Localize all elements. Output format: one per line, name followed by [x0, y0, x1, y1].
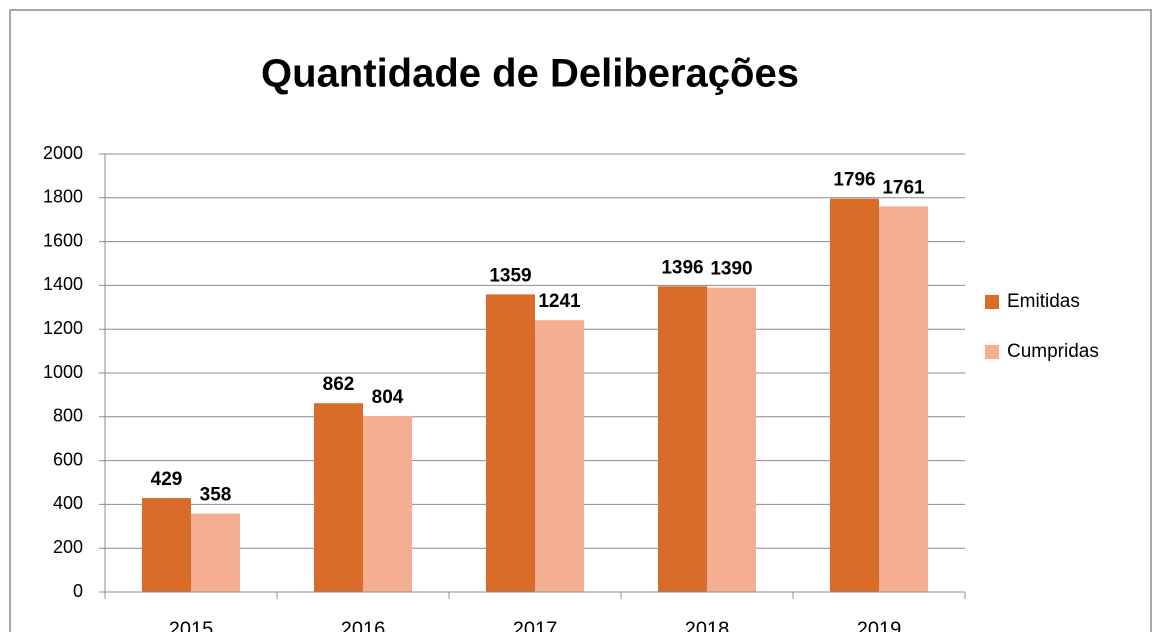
legend-swatch [985, 295, 999, 309]
y-tick-label: 0 [73, 581, 83, 601]
y-tick-label: 2000 [43, 143, 83, 163]
data-label: 1241 [538, 291, 581, 312]
bar [830, 198, 879, 592]
data-label: 862 [323, 374, 355, 395]
y-tick-label: 1800 [43, 187, 83, 207]
bar [879, 206, 928, 592]
data-label: 1761 [882, 177, 925, 198]
data-label: 429 [151, 469, 183, 490]
bar [191, 513, 240, 592]
y-tick-label: 600 [53, 449, 83, 469]
y-tick-label: 400 [53, 493, 83, 513]
bar [314, 403, 363, 592]
chart-title: Quantidade de Deliberações [261, 52, 799, 96]
legend-label: Cumpridas [1007, 341, 1099, 362]
data-label: 1396 [661, 257, 703, 278]
y-tick-label: 200 [53, 537, 83, 557]
data-label: 1390 [710, 259, 752, 280]
bar [142, 498, 191, 592]
x-tick-label: 2019 [857, 618, 902, 632]
bar [363, 415, 412, 592]
y-tick-label: 1400 [43, 274, 83, 294]
x-tick-label: 2017 [513, 618, 558, 632]
legend-swatch [985, 345, 999, 359]
legend-label: Emitidas [1007, 291, 1080, 312]
y-tick-label: 800 [53, 406, 83, 426]
data-label: 1359 [489, 265, 531, 286]
x-tick-label: 2016 [341, 618, 386, 632]
bar [535, 320, 584, 592]
bar [707, 287, 756, 592]
y-tick-label: 1200 [43, 318, 83, 338]
data-label: 1796 [833, 170, 875, 191]
bar [486, 294, 535, 592]
data-label: 358 [200, 485, 232, 506]
x-tick-label: 2015 [169, 618, 214, 632]
bar [658, 286, 707, 592]
x-tick-label: 2018 [685, 618, 730, 632]
y-tick-label: 1600 [43, 230, 83, 250]
data-label: 804 [372, 387, 404, 408]
y-tick-label: 1000 [43, 362, 83, 382]
